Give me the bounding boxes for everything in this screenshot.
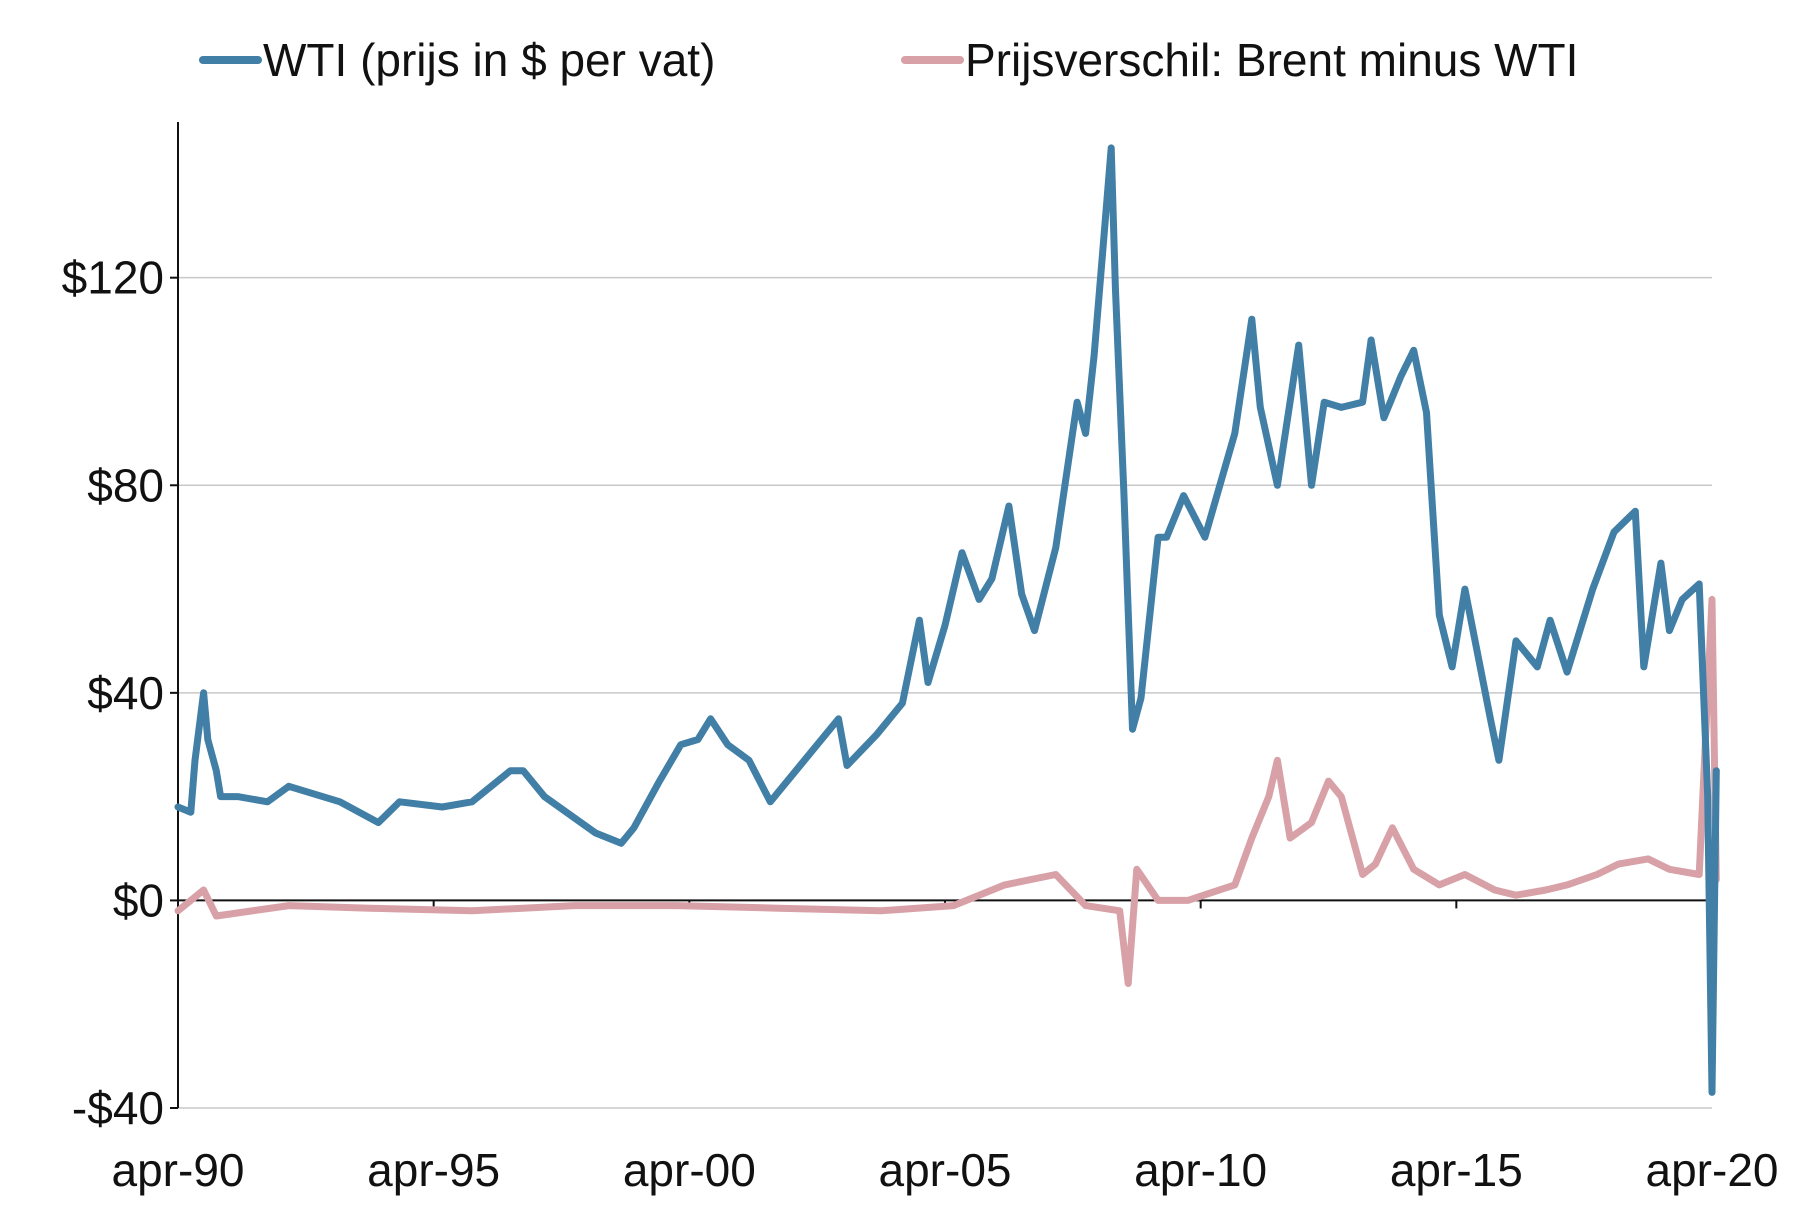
- x-axis-labels: apr-90 apr-95 apr-00 apr-05 apr-10 apr-15 apr-…: [112, 1144, 1779, 1196]
- y-tick-label: -$40: [72, 1082, 164, 1134]
- legend-label-wti: WTI (prijs in $ per vat): [263, 34, 715, 86]
- y-tick-label: $80: [87, 459, 164, 511]
- x-tick-label: apr-05: [879, 1144, 1012, 1196]
- legend-label-brent-minus-wti: Prijsverschil: Brent minus WTI: [965, 34, 1578, 86]
- y-tick-label: $0: [113, 874, 164, 926]
- x-tick-label: apr-10: [1134, 1144, 1267, 1196]
- x-tick-label: apr-00: [623, 1144, 756, 1196]
- y-tick-label: $120: [62, 252, 164, 304]
- y-tick-label: $40: [87, 667, 164, 719]
- x-tick-label: apr-90: [112, 1144, 245, 1196]
- axes: [170, 122, 1713, 1109]
- y-axis-labels: -$40 $0 $40 $80 $120: [62, 252, 164, 1134]
- x-tick-label: apr-15: [1390, 1144, 1523, 1196]
- series-line: [174, 144, 1720, 1096]
- series-line: [174, 595, 1720, 987]
- series-layer: [174, 144, 1720, 1096]
- gridlines: [178, 276, 1712, 1109]
- x-tick-label: apr-20: [1646, 1144, 1779, 1196]
- x-tick-label: apr-95: [367, 1144, 500, 1196]
- legend: WTI (prijs in $ per vat) Prijsverschil: …: [199, 34, 1578, 86]
